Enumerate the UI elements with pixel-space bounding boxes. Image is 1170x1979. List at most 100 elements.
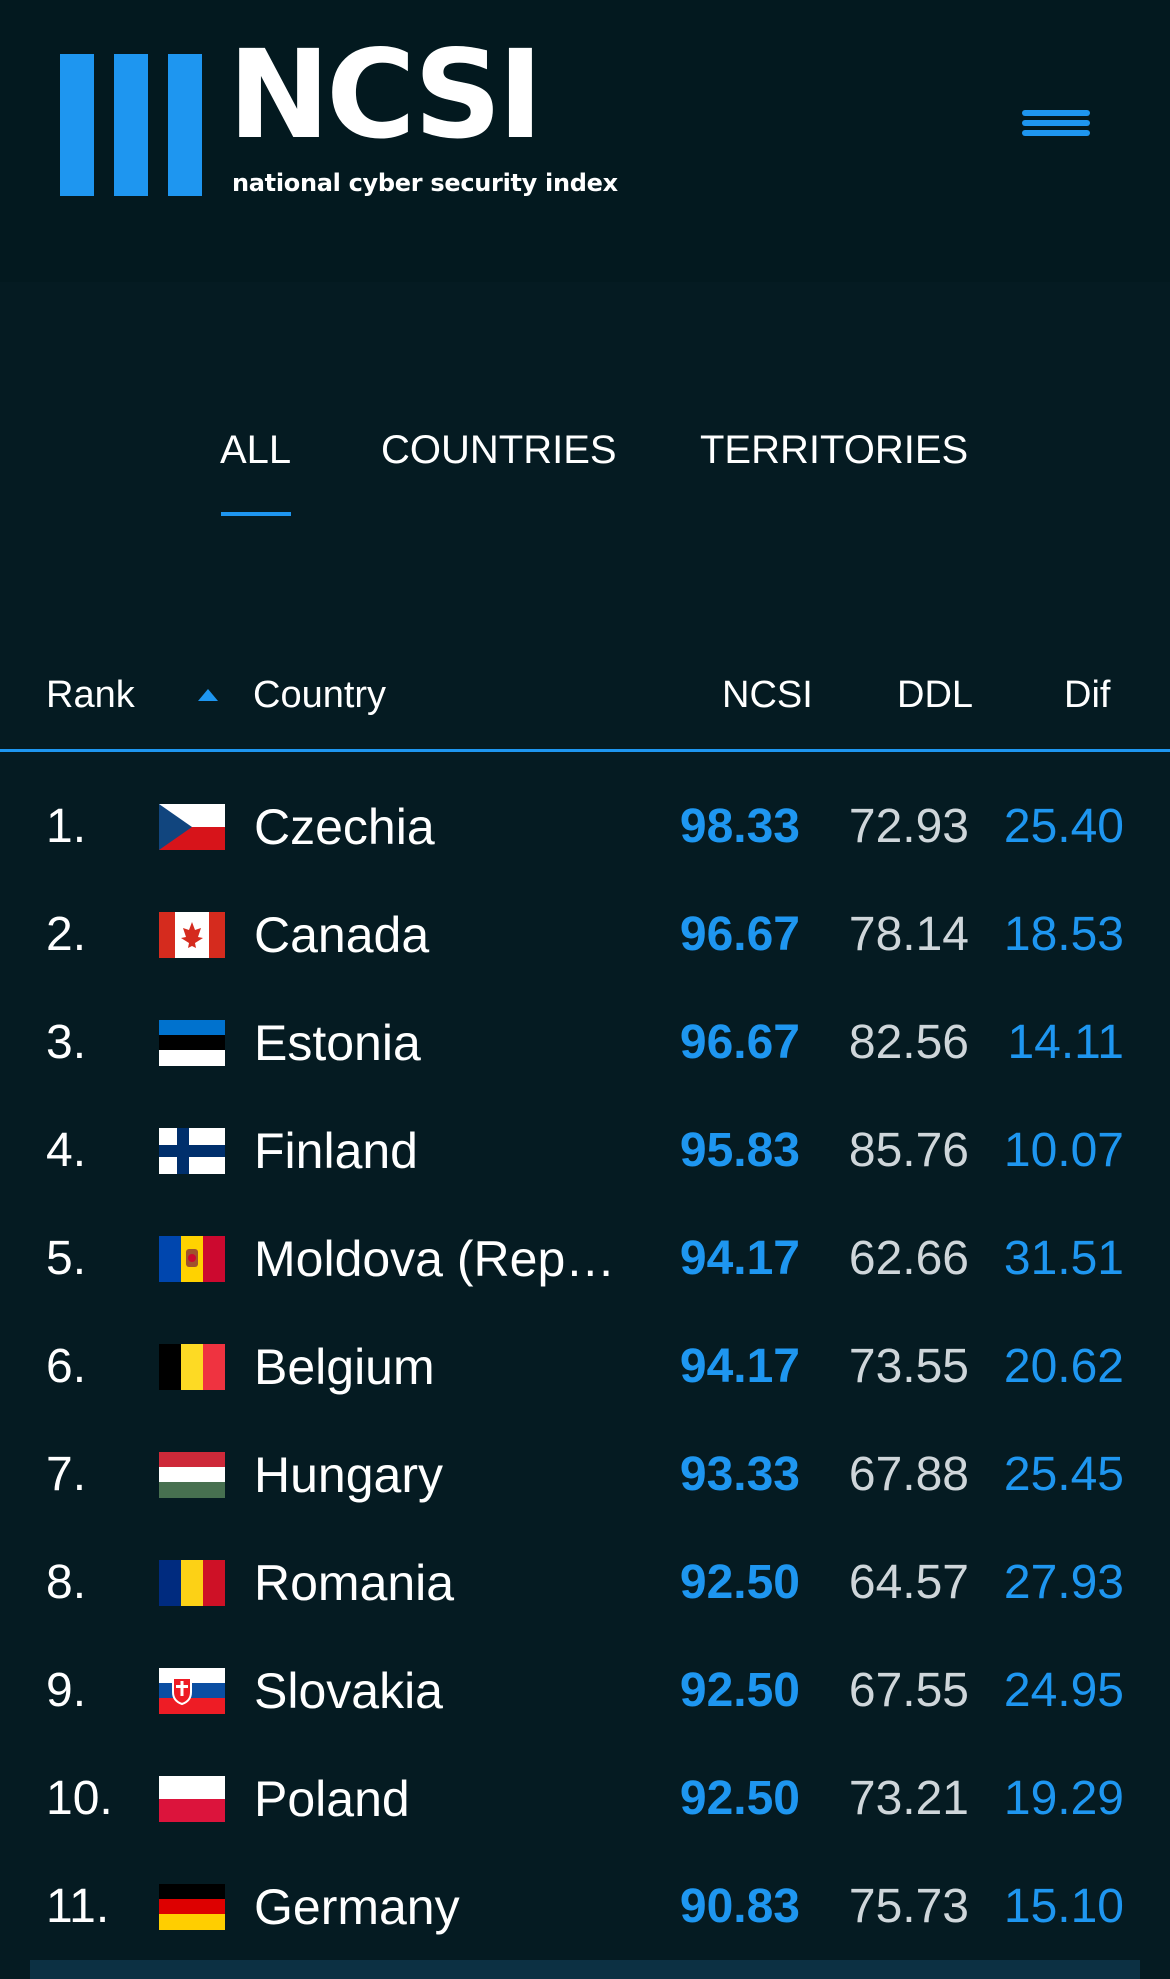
ddl-score-cell: 73.21	[848, 1772, 969, 1825]
finland-flag-icon	[159, 1128, 225, 1174]
table-row[interactable]: 3. Estonia 96.67 82.56 14.11	[0, 992, 1170, 1100]
column-header-ddl[interactable]: DDL	[897, 674, 974, 716]
country-name-cell[interactable]: Czechia	[254, 799, 435, 855]
country-name-cell[interactable]: Poland	[254, 1771, 410, 1827]
menu-line	[1022, 110, 1090, 116]
active-tab-indicator	[221, 512, 291, 516]
rank-cell: 9.	[46, 1664, 87, 1717]
filter-tabs: ALL COUNTRIES TERRITORIES	[0, 420, 1170, 520]
table-row[interactable]: 5. Moldova (Repu… 94.17 62.66 31.51	[0, 1208, 1170, 1316]
column-header-dif[interactable]: Dif	[1064, 674, 1111, 716]
rank-cell: 5.	[46, 1232, 87, 1285]
ranking-table-body: 1. Czechia 98.33 72.93 25.40 2. Canada 96.67 78.…	[0, 776, 1170, 1964]
country-name-cell[interactable]: Finland	[254, 1123, 418, 1179]
ncsi-score-cell: 94.17	[679, 1340, 800, 1393]
rank-cell: 6.	[46, 1340, 87, 1393]
column-header-rank-label: Rank	[46, 674, 135, 716]
rank-cell: 8.	[46, 1556, 87, 1609]
logo-bar-2	[114, 54, 148, 196]
table-row[interactable]: 1. Czechia 98.33 72.93 25.40	[0, 776, 1170, 884]
canada-flag-icon	[159, 912, 225, 958]
ncsi-score-cell: 96.67	[679, 908, 800, 961]
site-header: NCSI national cyber security index	[0, 0, 1170, 282]
ncsi-score-cell: 96.67	[679, 1016, 800, 1069]
difference-cell: 24.95	[1003, 1664, 1124, 1717]
rank-cell: 3.	[46, 1016, 87, 1069]
ncsi-score-cell: 93.33	[679, 1448, 800, 1501]
menu-line	[1022, 120, 1090, 126]
country-name-cell[interactable]: Hungary	[254, 1447, 443, 1503]
difference-cell: 27.93	[1003, 1556, 1124, 1609]
difference-cell: 19.29	[1003, 1772, 1124, 1825]
rank-cell: 11.	[46, 1880, 110, 1933]
czechia-flag-icon	[159, 804, 225, 850]
table-row[interactable]: 8. Romania 92.50 64.57 27.93	[0, 1532, 1170, 1640]
logo-bar-1	[60, 54, 94, 196]
sort-ascending-icon	[198, 689, 218, 701]
column-header-ncsi[interactable]: NCSI	[722, 674, 813, 716]
table-row[interactable]: 11. Germany 90.83 75.73 15.10	[0, 1856, 1170, 1964]
hungary-flag-icon	[159, 1452, 225, 1498]
ddl-score-cell: 67.88	[848, 1448, 969, 1501]
rank-cell: 2.	[46, 908, 87, 961]
difference-cell: 14.11	[1007, 1016, 1124, 1069]
tab-all[interactable]: ALL	[220, 428, 292, 472]
ddl-score-cell: 72.93	[848, 800, 969, 853]
country-name-cell[interactable]: Slovakia	[254, 1663, 443, 1719]
difference-cell: 20.62	[1003, 1340, 1124, 1393]
difference-cell: 10.07	[1003, 1124, 1124, 1177]
ddl-score-cell: 78.14	[848, 908, 969, 961]
country-name-cell[interactable]: Romania	[254, 1555, 455, 1611]
column-header-country[interactable]: Country	[253, 674, 387, 716]
tab-territories[interactable]: TERRITORIES	[700, 428, 969, 472]
rank-cell: 4.	[46, 1124, 87, 1177]
difference-cell: 25.40	[1003, 800, 1124, 853]
ncsi-score-cell: 95.83	[679, 1124, 800, 1177]
table-row[interactable]: 2. Canada 96.67 78.14 18.53	[0, 884, 1170, 992]
bottom-scroll-bar	[30, 1960, 1140, 1979]
column-header-rank[interactable]: Rank	[46, 665, 218, 725]
rank-cell: 7.	[46, 1448, 87, 1501]
table-row[interactable]: 4. Finland 95.83 85.76 10.07	[0, 1100, 1170, 1208]
ncsi-score-cell: 92.50	[679, 1664, 800, 1717]
ncsi-score-cell: 98.33	[679, 800, 800, 853]
slovakia-flag-icon	[159, 1668, 225, 1714]
tab-countries[interactable]: COUNTRIES	[381, 428, 617, 472]
ddl-score-cell: 62.66	[848, 1232, 969, 1285]
country-name-cell[interactable]: Moldova (Repu…	[254, 1231, 629, 1287]
menu-line	[1022, 130, 1090, 136]
table-header: Rank Country NCSI DDL Dif	[0, 665, 1170, 753]
romania-flag-icon	[159, 1560, 225, 1606]
ddl-score-cell: 75.73	[848, 1880, 969, 1933]
ddl-score-cell: 82.56	[848, 1016, 969, 1069]
estonia-flag-icon	[159, 1020, 225, 1066]
country-name-cell[interactable]: Belgium	[254, 1339, 435, 1395]
ddl-score-cell: 67.55	[848, 1664, 969, 1717]
hamburger-menu-icon[interactable]	[1018, 106, 1094, 146]
country-name-cell[interactable]: Germany	[254, 1879, 460, 1935]
table-row[interactable]: 10. Poland 92.50 73.21 19.29	[0, 1748, 1170, 1856]
difference-cell: 18.53	[1003, 908, 1124, 961]
ddl-score-cell: 73.55	[848, 1340, 969, 1393]
ddl-score-cell: 64.57	[848, 1556, 969, 1609]
logo-bar-3	[168, 54, 202, 196]
ncsi-score-cell: 94.17	[679, 1232, 800, 1285]
logo-tagline: national cyber security index	[232, 169, 618, 197]
table-row[interactable]: 6. Belgium 94.17 73.55 20.62	[0, 1316, 1170, 1424]
ncsi-score-cell: 90.83	[679, 1880, 800, 1933]
ncsi-logo[interactable]: NCSI national cyber security index	[60, 34, 618, 202]
table-row[interactable]: 9. Slovakia 92.50 67.55 24.95	[0, 1640, 1170, 1748]
moldova-flag-icon	[159, 1236, 225, 1282]
germany-flag-icon	[159, 1884, 225, 1930]
poland-flag-icon	[159, 1776, 225, 1822]
difference-cell: 25.45	[1003, 1448, 1124, 1501]
table-row[interactable]: 7. Hungary 93.33 67.88 25.45	[0, 1424, 1170, 1532]
ncsi-score-cell: 92.50	[679, 1772, 800, 1825]
country-name-cell[interactable]: Estonia	[254, 1015, 421, 1071]
difference-cell: 15.10	[1003, 1880, 1124, 1933]
difference-cell: 31.51	[1003, 1232, 1124, 1285]
ncsi-score-cell: 92.50	[679, 1556, 800, 1609]
country-name-cell[interactable]: Canada	[254, 907, 430, 963]
ddl-score-cell: 85.76	[848, 1124, 969, 1177]
